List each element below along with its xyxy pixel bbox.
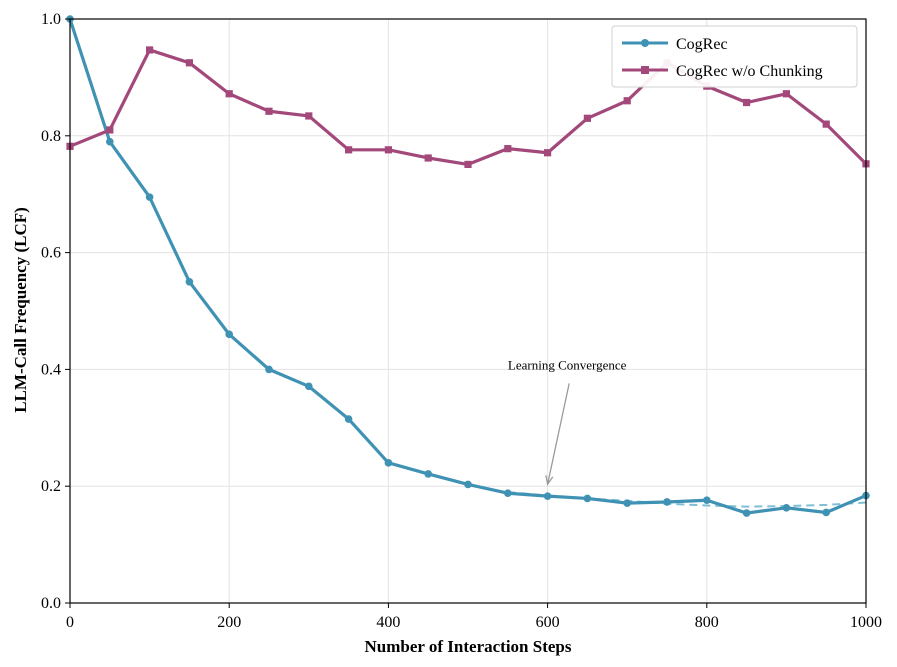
annotation-arrow-line <box>546 383 570 485</box>
y-axis-title: LLM-Call Frequency (LCF) <box>11 207 30 413</box>
annotation: Learning Convergence <box>508 357 627 486</box>
y-tick-label: 1.0 <box>41 11 61 28</box>
data-point <box>344 415 353 423</box>
trend-line <box>507 491 867 508</box>
series-line <box>68 18 867 515</box>
ticks: 0 200 400 600 800 1000 0.0 0.2 0.4 0.6 0.8 1.0 <box>41 11 882 631</box>
data-point <box>265 365 273 374</box>
data-point <box>464 480 472 489</box>
data-point <box>703 496 711 505</box>
series-cogrec <box>66 15 870 517</box>
x-tick-label: 1000 <box>850 614 882 631</box>
data-point <box>424 154 432 162</box>
data-point <box>305 382 313 391</box>
data-point <box>543 492 552 500</box>
plot-frame <box>69 18 867 604</box>
data-point <box>583 114 591 122</box>
data-point <box>106 137 114 146</box>
data-point <box>225 330 233 339</box>
data-point <box>504 489 512 498</box>
annotation-arrow-head <box>545 475 554 486</box>
data-point <box>384 459 393 467</box>
trend-line-group <box>507 491 867 508</box>
series-group <box>66 15 870 517</box>
x-tick-label: 0 <box>66 614 74 631</box>
y-tick-label: 0.8 <box>41 128 61 145</box>
data-point <box>742 509 751 517</box>
data-point <box>623 97 631 105</box>
data-point <box>185 278 194 286</box>
data-point <box>782 504 791 512</box>
annotation-text: Learning Convergence <box>508 357 627 372</box>
data-point <box>822 120 830 128</box>
data-point <box>663 498 671 506</box>
x-tick-label: 600 <box>536 614 560 631</box>
legend-label-cogrec-wo-chunking: CogRec w/o Chunking <box>676 63 823 80</box>
data-point <box>464 160 472 169</box>
data-point <box>106 126 114 134</box>
data-point <box>384 146 392 154</box>
data-point <box>544 149 552 157</box>
x-tick-label: 400 <box>376 614 400 631</box>
x-tick-label: 800 <box>695 614 719 631</box>
x-axis-title: Number of Interaction Steps <box>365 637 572 656</box>
data-point <box>345 146 353 154</box>
data-point <box>424 470 433 478</box>
axes-frame <box>69 18 867 604</box>
y-tick-label: 0.6 <box>41 245 61 262</box>
data-point <box>265 107 273 115</box>
legend: CogRec CogRec w/o Chunking <box>611 25 858 88</box>
data-point <box>782 90 790 98</box>
legend-marker-cogrec-wo-chunking <box>641 66 649 74</box>
data-point <box>623 499 631 507</box>
data-point <box>822 508 830 517</box>
data-point <box>145 193 154 201</box>
data-point <box>583 494 592 503</box>
legend-label-cogrec: CogRec <box>676 36 728 53</box>
data-point <box>225 90 233 98</box>
legend-marker-cogrec <box>641 39 649 47</box>
data-point <box>185 59 193 67</box>
data-point <box>305 112 313 120</box>
y-tick-label: 0.4 <box>41 361 61 378</box>
legend-box <box>611 25 858 88</box>
data-point <box>504 145 512 153</box>
y-tick-label: 0.0 <box>41 595 61 612</box>
x-tick-label: 200 <box>217 614 241 631</box>
data-point <box>743 98 751 107</box>
y-tick-label: 0.2 <box>41 478 61 495</box>
data-point <box>146 46 154 54</box>
